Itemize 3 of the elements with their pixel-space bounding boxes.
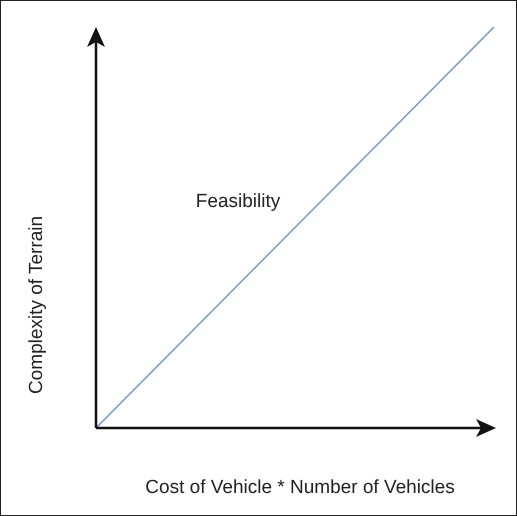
y-axis-title: Complexity of Terrain <box>26 216 48 394</box>
x-axis-title: Cost of Vehicle * Number of Vehicles <box>145 477 455 498</box>
annotation: Feasibility <box>196 191 281 212</box>
